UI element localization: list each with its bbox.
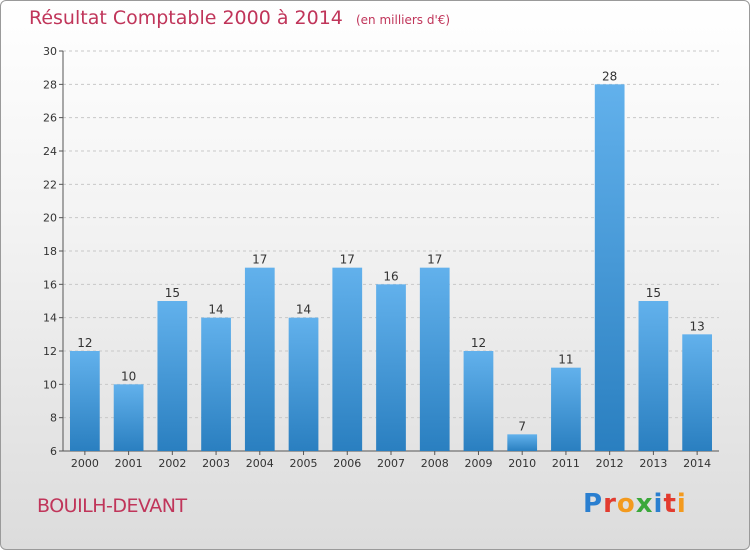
y-tick-label: 18: [43, 245, 57, 258]
y-tick-label: 10: [43, 378, 57, 391]
y-tick-label: 12: [43, 345, 57, 358]
bar: [288, 317, 319, 451]
commune-name: BOUILH-DEVANT: [37, 495, 187, 517]
bar: [157, 301, 188, 451]
x-tick-label: 2000: [71, 457, 99, 470]
x-tick-label: 2009: [464, 457, 492, 470]
x-tick-label: 2003: [202, 457, 230, 470]
bar: [244, 267, 275, 451]
bar-value-label: 16: [383, 269, 398, 283]
bar: [376, 284, 406, 451]
bar: [332, 267, 363, 451]
x-tick-label: 2013: [639, 457, 667, 470]
bar: [551, 367, 581, 451]
x-tick-label: 2010: [508, 457, 536, 470]
bar-value-label: 17: [252, 253, 267, 267]
logo-letter: x: [635, 489, 654, 519]
bar-value-label: 15: [165, 286, 180, 300]
x-tick-label: 2011: [552, 457, 580, 470]
bar-value-label: 12: [77, 336, 92, 350]
bar-value-label: 11: [558, 353, 573, 367]
y-tick-label: 22: [43, 178, 57, 191]
x-tick-label: 2007: [377, 457, 405, 470]
x-tick-label: 2004: [246, 457, 274, 470]
logo-letter: o: [616, 489, 636, 519]
y-tick-label: 6: [50, 445, 57, 458]
bar-value-label: 17: [427, 253, 442, 267]
bar: [463, 351, 494, 451]
x-tick-label: 2005: [290, 457, 318, 470]
chart-title-block: Résultat Comptable 2000 à 2014 (en milli…: [29, 7, 450, 29]
bar-value-label: 7: [518, 419, 526, 433]
y-tick-label: 8: [50, 412, 57, 425]
logo-letter: r: [603, 489, 617, 519]
bar: [69, 351, 100, 451]
bar: [507, 434, 538, 451]
bar: [419, 267, 450, 451]
bar-value-label: 13: [689, 319, 704, 333]
bar-value-label: 14: [208, 303, 223, 317]
bar-value-label: 12: [471, 336, 486, 350]
y-tick-label: 16: [43, 278, 57, 291]
y-tick-label: 26: [43, 112, 57, 125]
bar: [682, 334, 713, 451]
y-tick-label: 20: [43, 212, 57, 225]
logo-letter: P: [583, 489, 604, 519]
x-tick-label: 2012: [596, 457, 624, 470]
x-tick-label: 2002: [158, 457, 186, 470]
chart-subtitle: (en milliers d'€): [355, 13, 451, 27]
bar-value-label: 17: [340, 253, 355, 267]
bar: [113, 384, 144, 451]
y-tick-label: 14: [43, 312, 57, 325]
y-tick-label: 28: [43, 78, 57, 91]
logo-letter: t: [663, 489, 677, 519]
bar-value-label: 10: [121, 369, 136, 383]
logo-letter: i: [653, 489, 664, 519]
y-tick-label: 30: [43, 45, 57, 58]
proxiti-logo: Proxiti: [583, 489, 687, 519]
y-tick-label: 24: [43, 145, 57, 158]
bar-value-label: 28: [602, 69, 617, 83]
bar: [201, 317, 231, 451]
x-tick-label: 2006: [333, 457, 361, 470]
bar: [638, 301, 669, 451]
bar-value-label: 14: [296, 303, 311, 317]
bar: [594, 84, 625, 451]
x-tick-label: 2001: [115, 457, 143, 470]
x-tick-label: 2008: [421, 457, 449, 470]
chart-title: Résultat Comptable 2000 à 2014: [29, 7, 343, 29]
x-tick-label: 2014: [683, 457, 711, 470]
bar-value-label: 15: [646, 286, 661, 300]
logo-letter: i: [676, 489, 687, 519]
